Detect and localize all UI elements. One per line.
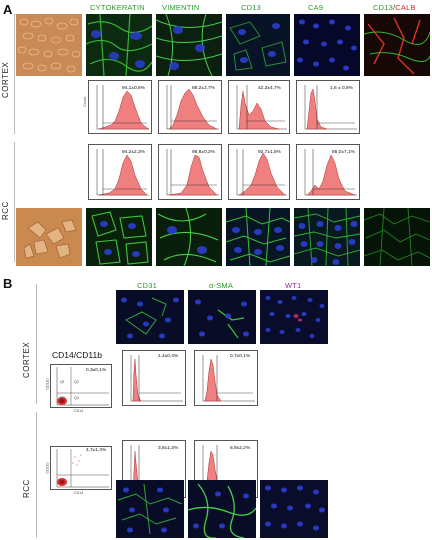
bracket-a-cortex: [14, 14, 15, 134]
dot-axis-y-rcc: CD11b: [45, 462, 50, 474]
bracket-a-rcc: [14, 142, 15, 262]
dot-plot-cortex: [50, 364, 112, 408]
dot-plot-title: CD14/CD11b: [52, 350, 102, 360]
hist-a-cortex-ca9: [296, 80, 360, 134]
header-sep: /: [392, 3, 396, 12]
stat-a-rcc-cytokeratin: 94,2±2,3%: [122, 150, 145, 155]
row-label-b-cortex: CORTEX: [22, 341, 31, 378]
phase-image-rcc: [16, 208, 82, 266]
stat-a-rcc-cd13: 92,7±1,8%: [258, 150, 281, 155]
hist-b-cortex-alpha-sma: [194, 350, 258, 406]
dot-q4-cortex: Q4: [74, 396, 79, 400]
hist-a-rcc-ca9: [296, 144, 360, 200]
header-wt1: WT1: [285, 281, 302, 290]
hist-a-cortex-cd13: [228, 80, 290, 134]
row-label-b-rcc: RCC: [22, 479, 31, 498]
phase-rcc-svg: [16, 208, 82, 266]
stat-a-cortex-vimentin: 88,2±2,7%: [192, 86, 215, 91]
row-label-a-cortex: CORTEX: [1, 61, 10, 98]
micro-b-cortex-wt1: [260, 290, 328, 344]
dot-q2-cortex: Q2: [74, 380, 79, 384]
stat-a-rcc-ca9: 86,0±7,1%: [332, 150, 355, 155]
micro-b-rcc-wt1: [260, 480, 328, 538]
stat-b-rcc-cd31: 3,8±1,3%: [158, 446, 179, 451]
phase-image-cortex: [16, 14, 82, 76]
micro-a-rcc-vimentin: [156, 208, 222, 266]
header-cd13: CD13: [241, 3, 261, 12]
header-vimentin: VIMENTIN: [162, 3, 200, 12]
panel-b-letter: B: [3, 276, 13, 291]
stat-a-cortex-ca9: 1,6 ± 0,8%: [330, 86, 353, 91]
hist-a-cortex-cytokeratin: [88, 80, 152, 134]
dot-axis-x-rcc: CD14: [74, 491, 84, 495]
bracket-b-cortex: [36, 284, 37, 404]
header-cd13-part: CD13: [373, 3, 393, 12]
phase-cortex-svg: [16, 14, 82, 76]
stat-b-cortex-cd31: 1,4±0,4%: [158, 354, 179, 359]
dot-axis-x-cortex: CD14: [74, 409, 84, 413]
header-cd13-calb: CD13/CALB: [373, 3, 416, 12]
panel-a-letter: A: [3, 2, 13, 17]
micro-a-rcc-cytokeratin: [86, 208, 152, 266]
header-ca9: CA9: [308, 3, 324, 12]
micro-a-cortex-cd13-calb: [364, 14, 430, 76]
stat-b-cortex-cd14: 0,3±0,1%: [86, 368, 107, 373]
row-label-a-rcc: RCC: [1, 201, 10, 220]
stat-b-rcc-cd14: 4,7±1,3%: [86, 448, 107, 453]
hist-b-cortex-cd31: [122, 350, 186, 406]
micro-b-rcc-cd31: [116, 480, 184, 538]
micro-a-cortex-vimentin: [156, 14, 222, 76]
dot-q1-cortex: Q1: [60, 380, 65, 384]
stat-a-cortex-cd13: 42,3±4,7%: [258, 86, 281, 91]
micro-a-cortex-cd13: [226, 14, 290, 76]
bracket-b-rcc: [36, 412, 37, 538]
micro-b-cortex-alpha-sma: [188, 290, 256, 344]
header-calb-part: CALB: [395, 3, 416, 12]
header-cd31: CD31: [137, 281, 157, 290]
micro-a-cortex-ca9: [294, 14, 360, 76]
dot-q3-cortex: Q3: [60, 396, 65, 400]
stat-b-rcc-alpha-sma: 8,9±2,2%: [230, 446, 251, 451]
micro-a-rcc-cd13: [226, 208, 290, 266]
micro-a-rcc-ca9: [294, 208, 360, 266]
stat-b-cortex-alpha-sma: 0,7±0,1%: [230, 354, 251, 359]
micro-b-rcc-alpha-sma: [188, 480, 256, 538]
micro-a-rcc-cd13-calb: [364, 208, 430, 266]
hist-a-cortex-vimentin: [158, 80, 222, 134]
stat-a-rcc-vimentin: 98,8±0,2%: [192, 150, 215, 155]
header-alpha-sma: α-SMA: [209, 281, 234, 290]
micro-a-cortex-cytokeratin: [86, 14, 152, 76]
dot-plot-rcc: [50, 446, 112, 490]
header-cytokeratin: CYTOKERATIN: [90, 3, 145, 12]
hist-a-rcc-cd13: [228, 144, 290, 200]
micro-b-cortex-cd31: [116, 290, 184, 344]
hist-a-rcc-vimentin: [158, 144, 222, 200]
stat-a-cortex-cytokeratin: 94,1±0,6%: [122, 86, 145, 91]
dot-axis-y-cortex: CD11b: [45, 378, 50, 390]
count-label-a1: Count: [82, 97, 87, 107]
hist-a-rcc-cytokeratin: [88, 144, 152, 200]
